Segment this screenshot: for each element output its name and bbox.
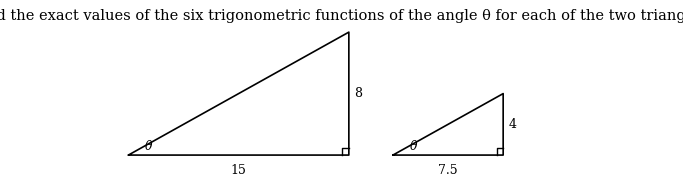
Text: 15: 15 xyxy=(231,163,247,176)
Text: 8: 8 xyxy=(354,87,362,100)
Text: 7.5: 7.5 xyxy=(438,163,458,176)
Text: Find the exact values of the six trigonometric functions of the angle θ for each: Find the exact values of the six trigono… xyxy=(0,9,683,23)
Text: θ: θ xyxy=(410,140,417,153)
Text: θ: θ xyxy=(145,140,153,153)
Text: 4: 4 xyxy=(508,118,516,131)
